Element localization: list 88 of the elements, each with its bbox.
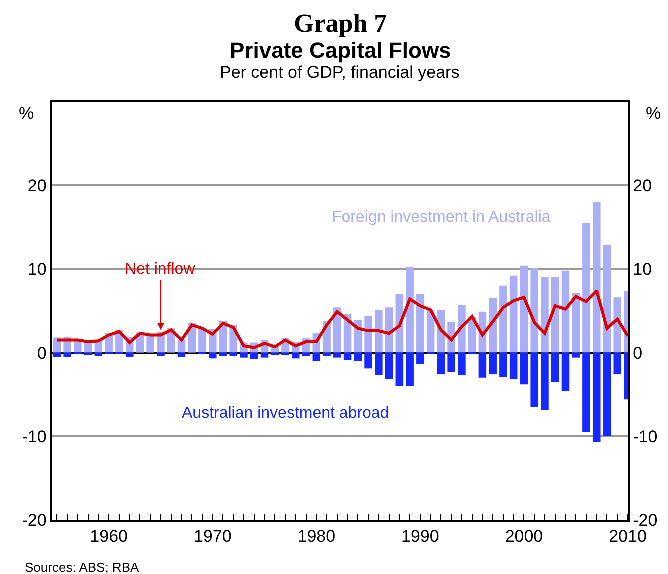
bar: [437, 352, 446, 375]
bar: [157, 352, 165, 356]
bar: [489, 298, 497, 353]
bar: [178, 352, 186, 357]
bar: [614, 352, 622, 375]
bar: [416, 294, 424, 353]
bar: [592, 352, 601, 442]
bar: [582, 352, 590, 432]
bar: [406, 268, 414, 353]
bar: [541, 278, 549, 353]
bar: [375, 310, 383, 353]
x-tick-label: 2010: [609, 527, 647, 546]
bar: [572, 293, 580, 353]
y2-tick-label: 20: [633, 176, 652, 196]
bar: [562, 270, 570, 353]
x-tick-label: 2000: [505, 527, 544, 546]
y-tick-label: -10: [22, 427, 47, 446]
bar: [282, 352, 290, 356]
bar: [126, 352, 134, 357]
bar: [334, 308, 342, 353]
bar: [478, 352, 487, 378]
y2-tick-label: 10: [633, 260, 652, 280]
bar: [510, 276, 518, 353]
bar: [530, 352, 538, 408]
bar: [364, 352, 372, 369]
bar: [260, 352, 269, 358]
bar: [500, 286, 508, 353]
bar: [520, 266, 528, 353]
bar: [385, 352, 394, 380]
chart-title: Graph 7 Private Capital Flows: [230, 9, 452, 63]
bar: [592, 202, 601, 353]
bar: [562, 352, 570, 392]
bar: [323, 352, 331, 356]
bar: [614, 298, 622, 353]
y2-tick-label: -20: [633, 510, 658, 530]
series-label: Foreign investment in Australia: [332, 209, 551, 226]
text: Net inflow: [125, 261, 196, 278]
chart-subtitle: Per cent of GDP, financial years: [220, 63, 460, 82]
bar: [385, 308, 394, 353]
bar: [582, 223, 590, 353]
bar: [146, 335, 154, 353]
y-tick-label: 0: [37, 344, 47, 363]
line-series: [56, 289, 628, 350]
bar: [292, 352, 300, 359]
bar: [344, 352, 352, 360]
y2-tick-label: -10: [633, 427, 658, 446]
y2-tick-label: 0: [633, 344, 643, 363]
bar: [250, 352, 258, 360]
bar: [312, 352, 321, 362]
bar: [500, 352, 508, 378]
bar: [354, 352, 362, 362]
bar: [396, 352, 404, 386]
bar: [458, 352, 466, 376]
bar: [53, 352, 62, 357]
bar: [489, 352, 497, 375]
bar: [406, 352, 414, 386]
bar: [230, 352, 238, 356]
bar: [603, 244, 612, 353]
bar: [364, 316, 372, 353]
bar: [572, 352, 580, 358]
bar: [375, 352, 383, 376]
bar: [84, 352, 92, 356]
bar: [510, 352, 518, 380]
x-tick-label: 1990: [402, 527, 440, 546]
y-axis-title: %: [19, 104, 34, 123]
bar: [458, 305, 466, 353]
bar: [448, 352, 456, 372]
source-note: Sources: ABS; RBA: [25, 560, 140, 574]
bar: [520, 352, 528, 385]
bar: [416, 352, 424, 364]
bar: [240, 352, 248, 358]
y2-axis-title: %: [646, 104, 662, 123]
bar: [64, 352, 72, 357]
bar: [551, 352, 560, 382]
x-tick-label: 1980: [298, 527, 336, 546]
y-tick-label: -20: [22, 510, 47, 530]
bar: [208, 352, 217, 359]
bar: [603, 352, 612, 436]
x-tick-label: 1960: [90, 527, 128, 546]
bar: [271, 352, 280, 356]
y-tick-label: 20: [28, 176, 47, 196]
y-tick-label: 10: [28, 260, 47, 280]
series-label: Australian investment abroad: [182, 405, 390, 422]
x-tick-label: 1970: [194, 527, 232, 546]
bar: [530, 268, 538, 353]
bar: [541, 352, 549, 410]
bar: [178, 340, 186, 353]
bar: [334, 352, 342, 358]
